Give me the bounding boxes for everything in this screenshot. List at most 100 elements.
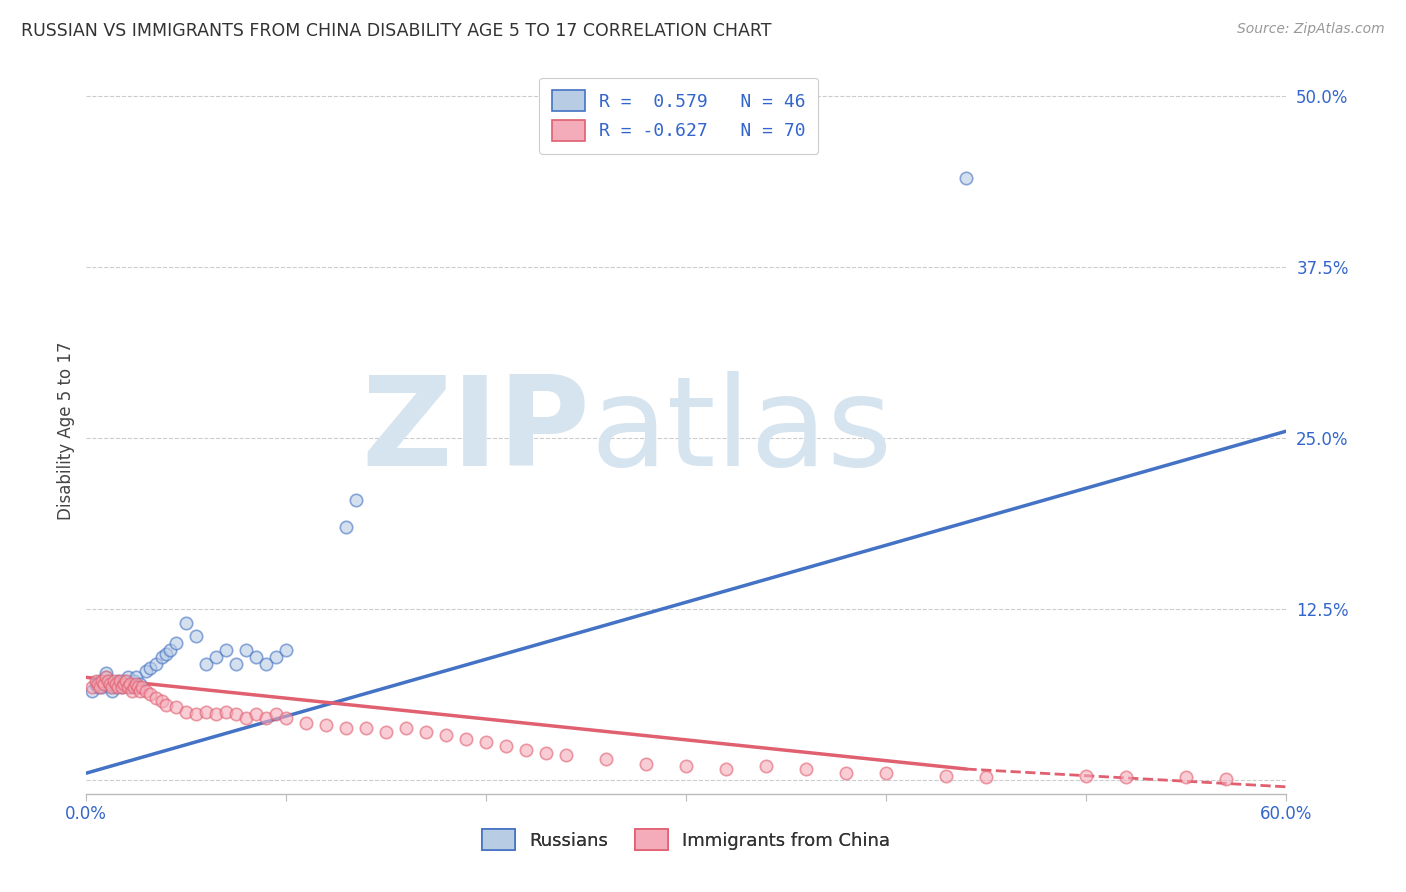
Point bbox=[475, 734, 498, 748]
Point bbox=[145, 690, 167, 705]
Point bbox=[129, 684, 152, 698]
Point bbox=[101, 684, 124, 698]
Point bbox=[96, 670, 118, 684]
Point bbox=[495, 739, 517, 753]
Point bbox=[254, 711, 277, 725]
Point bbox=[215, 643, 238, 657]
Point bbox=[935, 769, 957, 783]
Point bbox=[110, 674, 132, 689]
Point bbox=[456, 731, 478, 746]
Point bbox=[976, 770, 998, 784]
Point bbox=[111, 680, 134, 694]
Point bbox=[536, 746, 558, 760]
Text: RUSSIAN VS IMMIGRANTS FROM CHINA DISABILITY AGE 5 TO 17 CORRELATION CHART: RUSSIAN VS IMMIGRANTS FROM CHINA DISABIL… bbox=[21, 22, 772, 40]
Point bbox=[110, 677, 132, 691]
Point bbox=[395, 721, 418, 735]
Point bbox=[97, 674, 120, 689]
Point bbox=[675, 759, 697, 773]
Point bbox=[276, 711, 298, 725]
Point bbox=[245, 707, 267, 722]
Point bbox=[155, 698, 177, 712]
Point bbox=[82, 680, 104, 694]
Point bbox=[87, 677, 110, 691]
Point bbox=[145, 657, 167, 671]
Point bbox=[186, 707, 208, 722]
Point bbox=[150, 649, 173, 664]
Point bbox=[415, 725, 437, 739]
Point bbox=[515, 743, 537, 757]
Point bbox=[266, 649, 288, 664]
Point bbox=[186, 629, 208, 643]
Point bbox=[344, 492, 367, 507]
Point bbox=[215, 705, 238, 719]
Point bbox=[117, 670, 139, 684]
Point bbox=[131, 680, 153, 694]
Point bbox=[135, 684, 157, 698]
Point bbox=[375, 725, 398, 739]
Point bbox=[295, 715, 318, 730]
Point bbox=[335, 520, 357, 534]
Point bbox=[595, 752, 617, 766]
Point bbox=[205, 707, 228, 722]
Point bbox=[225, 657, 247, 671]
Point bbox=[124, 680, 146, 694]
Point bbox=[89, 674, 111, 689]
Point bbox=[254, 657, 277, 671]
Point bbox=[82, 684, 104, 698]
Point bbox=[112, 677, 135, 691]
Point bbox=[955, 171, 977, 186]
Point bbox=[176, 705, 198, 719]
Point bbox=[111, 680, 134, 694]
Point bbox=[120, 680, 142, 694]
Point bbox=[121, 677, 143, 691]
Point bbox=[121, 684, 143, 698]
Point bbox=[124, 674, 146, 689]
Point bbox=[176, 615, 198, 630]
Point bbox=[89, 680, 111, 694]
Point bbox=[195, 657, 218, 671]
Point bbox=[434, 728, 457, 742]
Point bbox=[159, 643, 181, 657]
Point bbox=[139, 661, 162, 675]
Point bbox=[125, 677, 148, 691]
Point bbox=[103, 674, 125, 689]
Point bbox=[101, 680, 124, 694]
Point bbox=[98, 677, 121, 691]
Point bbox=[84, 677, 107, 691]
Point bbox=[93, 677, 115, 691]
Point bbox=[91, 680, 114, 694]
Point bbox=[1115, 770, 1137, 784]
Point bbox=[84, 674, 107, 689]
Text: atlas: atlas bbox=[591, 370, 893, 491]
Point bbox=[120, 677, 142, 691]
Point bbox=[165, 636, 187, 650]
Point bbox=[235, 711, 257, 725]
Y-axis label: Disability Age 5 to 17: Disability Age 5 to 17 bbox=[58, 342, 75, 520]
Point bbox=[115, 677, 138, 691]
Point bbox=[555, 748, 578, 763]
Point bbox=[755, 759, 778, 773]
Point bbox=[107, 680, 129, 694]
Point bbox=[796, 762, 818, 776]
Point bbox=[195, 705, 218, 719]
Text: ZIP: ZIP bbox=[361, 370, 591, 491]
Point bbox=[135, 664, 157, 678]
Legend: Russians, Immigrants from China: Russians, Immigrants from China bbox=[475, 822, 897, 857]
Point bbox=[276, 643, 298, 657]
Point bbox=[245, 649, 267, 664]
Point bbox=[93, 677, 115, 691]
Point bbox=[105, 677, 128, 691]
Point bbox=[117, 680, 139, 694]
Point bbox=[97, 674, 120, 689]
Point bbox=[205, 649, 228, 664]
Point bbox=[716, 762, 738, 776]
Point bbox=[315, 718, 337, 732]
Point bbox=[1175, 770, 1198, 784]
Point bbox=[96, 670, 118, 684]
Point bbox=[875, 766, 897, 780]
Point bbox=[103, 677, 125, 691]
Point bbox=[150, 693, 173, 707]
Point bbox=[129, 677, 152, 691]
Point bbox=[115, 674, 138, 689]
Point bbox=[356, 721, 378, 735]
